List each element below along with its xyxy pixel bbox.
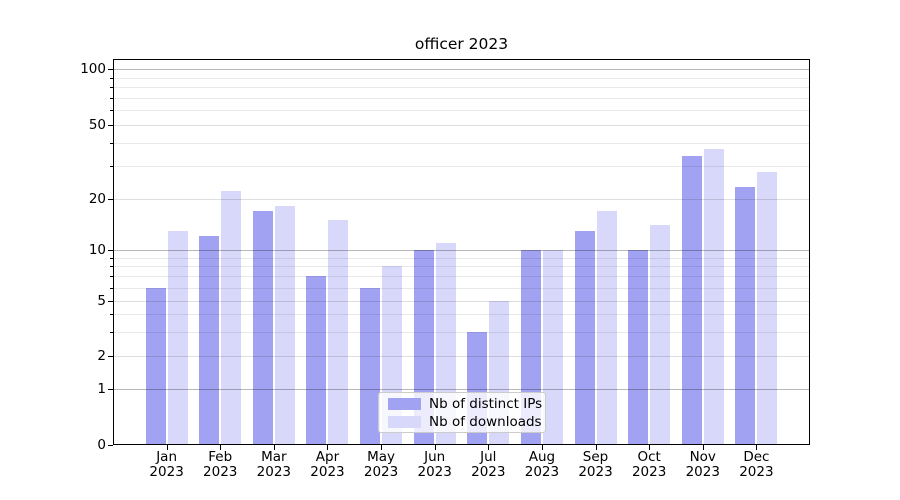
bar-apr-distinct-ips (306, 276, 327, 444)
y-tick-mark-50 (108, 125, 113, 126)
x-tick-mark-apr (327, 445, 329, 450)
y-gridline-80 (114, 87, 809, 89)
legend-swatch-distinct-ips (388, 397, 421, 410)
y-gridline-50 (114, 125, 809, 126)
y-tick-mark-10 (108, 250, 113, 251)
plot-area (113, 59, 810, 445)
bar-dec-distinct-ips (735, 187, 756, 444)
y-tick-mark-5 (108, 301, 113, 302)
legend: Nb of distinct IPs Nb of downloads (378, 392, 546, 433)
y-minor-tick-mark-40 (110, 142, 113, 144)
x-tick-mark-may (381, 445, 383, 450)
y-tick-label-100: 100 (80, 61, 106, 77)
y-gridline-2 (114, 356, 809, 357)
y-minor-tick-mark-90 (110, 77, 113, 79)
x-tick-mark-aug (541, 445, 543, 450)
x-tick-label-feb: Feb 2023 (203, 449, 238, 480)
bar-may-distinct-ips (360, 287, 381, 444)
legend-label-downloads: Nb of downloads (429, 413, 542, 430)
x-tick-label-oct: Oct 2023 (631, 449, 667, 480)
bar-mar-distinct-ips (252, 210, 273, 444)
x-tick-label-aug: Aug 2023 (524, 449, 560, 480)
y-tick-mark-0 (108, 445, 113, 446)
y-gridline-1 (114, 389, 809, 390)
y-tick-label-1: 1 (97, 381, 106, 397)
legend-swatch-downloads (388, 415, 421, 428)
y-minor-tick-mark-4 (110, 314, 113, 316)
y-minor-tick-mark-9 (110, 257, 113, 259)
bar-jan-downloads (167, 230, 188, 444)
bar-jan-distinct-ips (145, 287, 166, 444)
y-tick-label-2: 2 (97, 348, 106, 364)
y-minor-tick-mark-70 (110, 97, 113, 99)
y-tick-label-0: 0 (97, 437, 106, 453)
y-gridline-10 (114, 250, 809, 251)
y-minor-tick-mark-3 (110, 331, 113, 333)
legend-item-downloads: Nb of downloads (388, 413, 545, 430)
x-tick-mark-oct (649, 445, 651, 450)
y-minor-tick-mark-80 (110, 87, 113, 89)
y-gridline-6 (114, 287, 809, 289)
bar-aug-downloads (542, 250, 563, 444)
y-tick-mark-20 (108, 198, 113, 200)
x-tick-mark-dec (756, 445, 758, 450)
y-tick-mark-1 (108, 389, 113, 390)
x-tick-label-dec: Dec 2023 (739, 449, 774, 480)
y-tick-label-50: 50 (88, 117, 106, 133)
x-tick-label-may: May 2023 (363, 449, 399, 480)
y-gridline-20 (114, 198, 809, 200)
y-minor-tick-mark-60 (110, 110, 113, 112)
y-tick-label-20: 20 (88, 190, 106, 207)
y-tick-label-5: 5 (97, 293, 106, 309)
y-tick-label-10: 10 (88, 242, 106, 258)
x-tick-label-jul: Jul 2023 (471, 449, 506, 480)
bar-sep-downloads (596, 210, 617, 444)
x-tick-mark-sep (595, 445, 597, 450)
y-gridline-100 (114, 69, 809, 70)
x-tick-mark-jun (434, 445, 436, 450)
y-gridline-9 (114, 257, 809, 259)
y-gridline-30 (114, 165, 809, 167)
y-gridline-40 (114, 142, 809, 144)
bar-oct-downloads (650, 225, 671, 444)
x-tick-label-jun: Jun 2023 (417, 449, 452, 480)
bar-nov-downloads (703, 149, 724, 444)
y-gridline-60 (114, 110, 809, 112)
x-tick-label-mar: Mar 2023 (256, 449, 292, 480)
y-minor-tick-mark-8 (110, 266, 113, 268)
bar-nov-distinct-ips (681, 155, 702, 444)
x-tick-mark-mar (273, 445, 275, 450)
bar-feb-downloads (221, 190, 242, 444)
bar-feb-distinct-ips (199, 236, 220, 444)
x-tick-label-jan: Jan 2023 (149, 449, 184, 480)
x-tick-mark-feb (220, 445, 222, 450)
x-tick-label-apr: Apr 2023 (310, 449, 345, 480)
bar-mar-downloads (274, 206, 295, 444)
bar-oct-distinct-ips (628, 250, 649, 444)
bar-apr-downloads (328, 219, 349, 444)
y-minor-tick-mark-30 (110, 165, 113, 167)
y-gridline-90 (114, 77, 809, 79)
legend-item-distinct-ips: Nb of distinct IPs (388, 395, 545, 412)
chart-title: officer 2023 (414, 35, 509, 53)
bar-dec-downloads (757, 171, 778, 444)
y-gridline-4 (114, 314, 809, 316)
x-tick-label-nov: Nov 2023 (685, 449, 720, 480)
y-tick-mark-2 (108, 356, 113, 357)
y-gridline-8 (114, 266, 809, 268)
legend-label-distinct-ips: Nb of distinct IPs (429, 395, 543, 412)
x-tick-mark-jul (488, 445, 490, 450)
y-tick-mark-100 (108, 69, 113, 70)
bar-sep-distinct-ips (574, 230, 595, 444)
y-gridline-7 (114, 276, 809, 278)
x-tick-label-sep: Sep 2023 (578, 449, 613, 480)
y-gridline-5 (114, 301, 809, 302)
y-minor-tick-mark-6 (110, 287, 113, 289)
y-gridline-3 (114, 331, 809, 333)
y-minor-tick-mark-7 (110, 276, 113, 278)
x-tick-mark-nov (702, 445, 704, 450)
y-gridline-70 (114, 97, 809, 99)
x-tick-mark-jan (166, 445, 168, 450)
